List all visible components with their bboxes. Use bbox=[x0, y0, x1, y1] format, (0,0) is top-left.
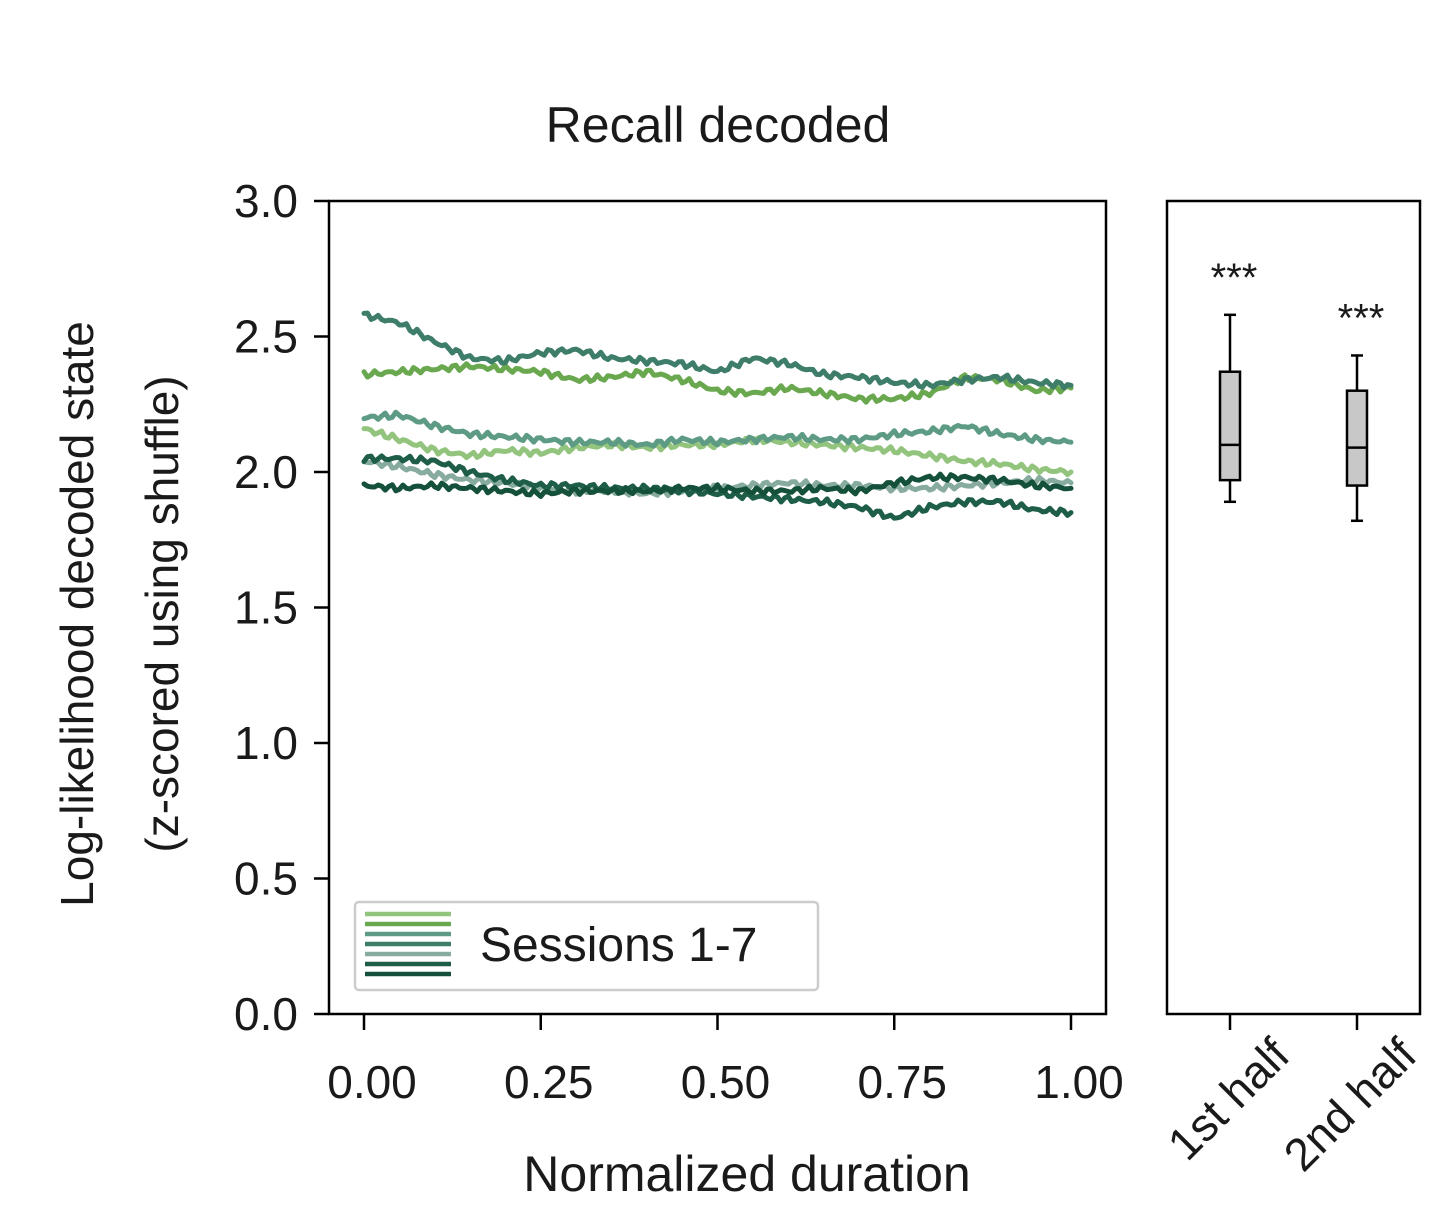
x-tick-label: 0.25 bbox=[504, 1056, 594, 1108]
legend-label: Sessions 1-7 bbox=[480, 919, 757, 972]
y-axis-ticks: 0.0 0.5 1.0 1.5 2.0 2.5 3.0 bbox=[234, 175, 329, 1040]
box-iqr bbox=[1345, 389, 1369, 487]
series-line-session-4 bbox=[361, 310, 1074, 391]
y-tick-label: 0.5 bbox=[234, 853, 298, 905]
y-tick-label: 3.0 bbox=[234, 175, 298, 227]
significance-annotation: *** bbox=[1338, 296, 1385, 340]
y-axis-label-line1: Log-likelihood decoded state bbox=[51, 321, 103, 907]
series-line-session-6 bbox=[361, 453, 1074, 521]
box-plots: ***1st half***2nd half bbox=[1157, 256, 1426, 1181]
series-line-session-5 bbox=[361, 458, 1074, 499]
chart-title: Recall decoded bbox=[546, 97, 891, 153]
y-tick-label: 1.5 bbox=[234, 582, 298, 634]
x-tick-label: 1.00 bbox=[1034, 1056, 1124, 1108]
x-tick-label: 0.75 bbox=[857, 1056, 947, 1108]
y-tick-label: 1.0 bbox=[234, 717, 298, 769]
y-axis-label-line2: (z-scored using shuffle) bbox=[136, 375, 188, 852]
legend-box bbox=[353, 900, 820, 992]
legend-swatch bbox=[365, 911, 451, 977]
legend: Sessions 1-7 bbox=[353, 900, 820, 992]
x-axis-label: Normalized duration bbox=[523, 1146, 970, 1202]
x-tick-label: 0.50 bbox=[681, 1056, 771, 1108]
series-lines bbox=[361, 310, 1074, 521]
y-tick-label: 0.0 bbox=[234, 988, 298, 1040]
series-line-session-3 bbox=[361, 409, 1074, 449]
x-tick-label: 0.00 bbox=[327, 1056, 417, 1108]
x-axis-ticks: 0.00 0.25 0.50 0.75 1.00 bbox=[327, 1014, 1124, 1108]
significance-annotation: *** bbox=[1211, 256, 1258, 300]
box-plot-frame bbox=[1165, 199, 1422, 1016]
series-line-session-7 bbox=[361, 471, 1074, 499]
line-plot-frame bbox=[327, 199, 1108, 1016]
y-tick-label: 2.0 bbox=[234, 446, 298, 498]
y-tick-label: 2.5 bbox=[234, 311, 298, 363]
box-iqr bbox=[1218, 370, 1242, 482]
category-label: 2nd half bbox=[1274, 1028, 1427, 1181]
